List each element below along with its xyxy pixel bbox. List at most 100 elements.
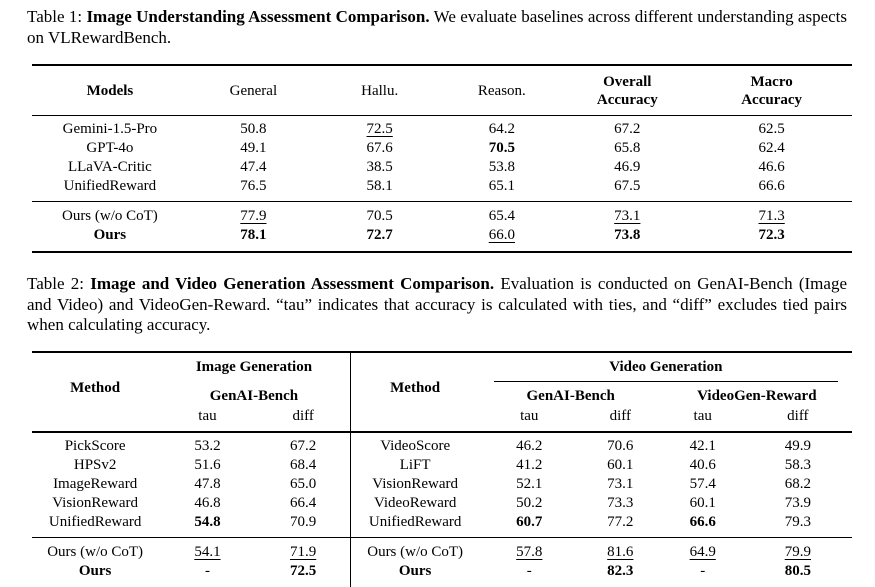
table-cell: UnifiedReward: [368, 513, 462, 530]
table-cell: LiFT: [399, 456, 431, 473]
table-cell: 77.2: [607, 513, 634, 530]
table-row: ImageReward 47.8 65.0 VisionReward 52.1 73.1 5…: [32, 474, 852, 494]
table-cell: 66.4: [256, 493, 351, 513]
table2-ours-rows: Ours (w/o CoT) 54.1 71.9 Ours (w/o CoT) 57.8…: [32, 537, 852, 587]
table-cell: 54.8: [194, 513, 221, 530]
table-cell: 66.0: [488, 227, 515, 243]
table-row: GPT-4o 49.1 67.6 70.5 65.8 62.4: [32, 139, 852, 158]
table-cell: 47.8: [194, 475, 221, 492]
column-header: Macro Accuracy: [691, 65, 852, 116]
image-generation-header: Image Generation: [158, 351, 351, 383]
table-cell: 58.1: [366, 178, 393, 194]
table-cell: ImageReward: [53, 475, 138, 492]
table2-group-row: Method Image Generation Method Video Gen…: [32, 351, 852, 396]
table1-body: Gemini-1.5-Pro 50.8 72.5 64.2 67.2 62.5 GPT-4o…: [32, 116, 852, 202]
table-cell: 49.9: [784, 437, 811, 454]
table-cell: 60.7: [516, 513, 543, 530]
table-cell: 46.9: [614, 159, 641, 175]
table-row: PickScore 53.2 67.2 VideoScore 46.2 70.6 42.1 4…: [32, 431, 852, 456]
table-cell: 47.4: [240, 159, 267, 175]
column-header: General: [229, 82, 278, 99]
table-cell: 71.3: [758, 208, 785, 224]
table-cell: 65.8: [614, 140, 641, 156]
table-cell: LLaVA-Critic: [67, 159, 152, 175]
table2-caption-text: Evaluation is conducted on GenAI-Bench (…: [27, 274, 847, 334]
table-cell: 60.1: [607, 456, 634, 473]
table-cell: 38.5: [366, 159, 393, 175]
table-cell: 52.1: [516, 475, 543, 492]
table-cell: 40.6: [689, 456, 716, 473]
table-cell: 81.6: [607, 543, 634, 560]
table-cell: Ours: [93, 227, 127, 243]
table-cell: 82.3: [607, 562, 634, 579]
videogen-reward-header: VideoGen-Reward: [697, 387, 817, 404]
table-cell: Ours (w/o CoT): [47, 543, 144, 560]
tau-header: tau: [198, 407, 217, 424]
table-cell: 79.9: [784, 543, 811, 560]
table2-bench-row: GenAI-Bench GenAI-Bench VideoGen-Reward: [32, 382, 852, 407]
table-row: Gemini-1.5-Pro 50.8 72.5 64.2 67.2 62.5: [32, 116, 852, 140]
table-cell: -: [204, 562, 210, 579]
table1-ours-rows: Ours (w/o CoT) 77.9 70.5 65.4 73.1 71.3 Ours 78…: [32, 201, 852, 253]
table-cell: 72.5: [256, 561, 351, 587]
table-cell: 62.4: [758, 140, 785, 156]
table-cell: 70.5: [488, 140, 515, 156]
table-row: LLaVA-Critic 47.4 38.5 53.8 46.9 46.6: [32, 158, 852, 177]
table2-header: Method Image Generation Method Video Gen…: [32, 351, 852, 432]
table-cell: 66.6: [758, 178, 785, 194]
table-cell: 58.3: [784, 456, 811, 473]
table-cell: PickScore: [64, 437, 126, 454]
table-row: UnifiedReward 76.5 58.1 65.1 67.5 66.6: [32, 177, 852, 202]
table-cell: 76.5: [240, 178, 267, 194]
table-cell: Ours (w/o CoT): [367, 543, 464, 560]
genai-bench-video-header: GenAI-Bench: [526, 387, 615, 404]
table-cell: 73.1: [607, 475, 634, 492]
table-cell: 73.3: [607, 494, 634, 511]
table-cell: Ours: [398, 562, 432, 579]
table-cell: 72.7: [366, 227, 393, 243]
video-generation-label: Video Generation: [493, 359, 838, 382]
table-cell: 41.2: [516, 456, 543, 473]
table-row: Ours 78.1 72.7 66.0 73.8 72.3: [32, 226, 852, 252]
table-cell: 68.4: [256, 455, 351, 475]
table-cell: 70.5: [366, 208, 393, 224]
method-left-header: Method: [70, 379, 121, 396]
table-cell: UnifiedReward: [48, 513, 142, 530]
table2-caption-title: Image and Video Generation Assessment Co…: [90, 274, 495, 293]
table-cell: -: [700, 562, 706, 579]
table-cell: 80.5: [784, 562, 811, 579]
table-cell: Ours (w/o CoT): [61, 208, 158, 224]
table-cell: 46.6: [758, 159, 785, 175]
table-cell: VideoScore: [380, 437, 451, 454]
table-row: Ours (w/o CoT) 77.9 70.5 65.4 73.1 71.3: [32, 202, 852, 227]
table1-caption-title: Image Understanding Assessment Compariso…: [86, 7, 430, 26]
table-cell: 60.1: [689, 494, 716, 511]
table-cell: 68.2: [784, 475, 811, 492]
method-right-header: Method: [390, 379, 441, 396]
table-row: UnifiedReward 54.8 70.9 UnifiedReward 60.7 77…: [32, 512, 852, 537]
table-cell: 78.1: [240, 227, 267, 243]
table-row: HPSv2 51.6 68.4 LiFT 41.2 60.1 40.6 58.3: [32, 455, 852, 475]
table-cell: 65.0: [256, 474, 351, 494]
table-cell: 73.1: [614, 208, 641, 224]
table1-header: Models General Hallu. Reason. Overall Accura…: [32, 65, 852, 116]
table-cell: 72.5: [366, 121, 393, 137]
table1-caption-label: Table 1:: [27, 7, 87, 26]
table-cell: 42.1: [689, 437, 716, 454]
column-header: Overall Accuracy: [563, 65, 691, 116]
diff-header: diff: [256, 406, 351, 432]
table-cell: Gemini-1.5-Pro: [62, 121, 158, 137]
table1-caption-text: We evaluate baselines across different u…: [27, 7, 848, 47]
table-cell: 49.1: [240, 140, 267, 156]
table2-caption: Table 2: Image and Video Generation Asse…: [0, 274, 875, 336]
table-cell: 62.5: [758, 121, 785, 137]
table2-caption-label: Table 2:: [27, 274, 91, 293]
column-header-label: Overall Accuracy: [596, 74, 658, 108]
table-cell: 72.3: [758, 227, 785, 243]
tau-header: tau: [520, 407, 539, 424]
table-row: Ours (w/o CoT) 54.1 71.9 Ours (w/o CoT) 57.8…: [32, 537, 852, 562]
table-cell: HPSv2: [73, 456, 117, 473]
diff-header: diff: [787, 407, 809, 424]
table1: Models General Hallu. Reason. Overall Accura…: [32, 64, 852, 253]
table-cell: 77.9: [240, 208, 267, 224]
